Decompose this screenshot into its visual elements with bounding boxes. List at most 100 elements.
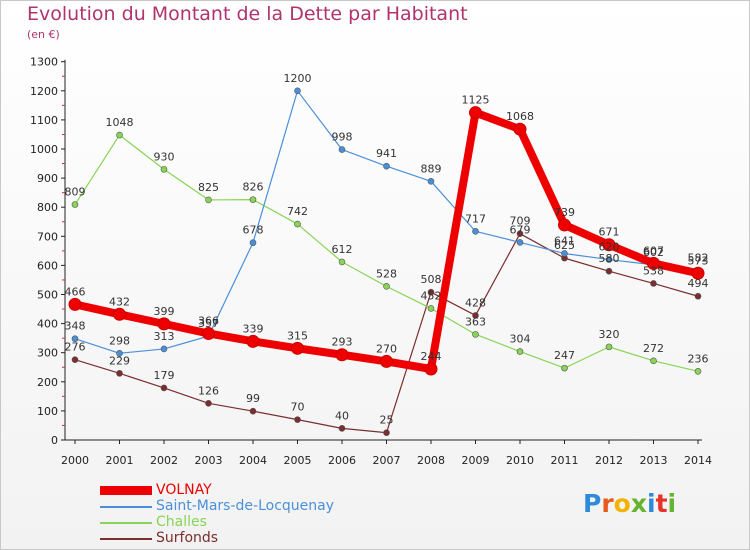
data-label-volnay: 671 [599, 226, 620, 239]
x-tick-label: 2014 [684, 454, 712, 467]
data-label-challes: 528 [376, 267, 397, 280]
data-label-challes: 826 [243, 181, 264, 194]
data-point-challes [338, 258, 346, 266]
data-label-volnay: 466 [65, 285, 86, 298]
x-tick-label: 2008 [417, 454, 445, 467]
data-point-challes [249, 196, 257, 203]
data-point-challes [294, 220, 301, 228]
data-label-surfonds: 538 [643, 264, 664, 277]
x-tick-label: 2012 [595, 454, 623, 467]
data-point-saint-mars-de-locquenay [605, 256, 613, 263]
data-point-surfonds [427, 288, 435, 296]
data-label-challes: 809 [65, 186, 86, 199]
data-point-saint-mars-de-locquenay [338, 146, 346, 153]
data-label-challes: 825 [198, 181, 219, 194]
data-point-volnay [68, 297, 82, 311]
data-label-surfonds: 276 [65, 341, 86, 354]
legend-label-surfonds: Surfonds [156, 530, 219, 546]
data-label-saint-mars-de-locquenay: 602 [643, 246, 664, 259]
y-tick-label: 1300 [30, 56, 58, 69]
data-label-saint-mars-de-locquenay: 679 [510, 223, 531, 236]
data-label-surfonds: 40 [335, 409, 349, 422]
data-point-volnay [602, 238, 616, 252]
data-label-saint-mars-de-locquenay: 620 [599, 241, 620, 254]
data-label-challes: 304 [510, 333, 531, 346]
legend-label-challes: Challes [156, 514, 207, 530]
data-point-challes [427, 305, 435, 312]
x-tick-label: 2006 [328, 454, 356, 467]
data-label-saint-mars-de-locquenay: 889 [421, 162, 442, 175]
legend-swatch-volnay [100, 486, 152, 495]
data-point-surfonds [472, 312, 479, 319]
data-point-challes [116, 131, 123, 139]
data-point-volnay [469, 106, 482, 120]
data-label-surfonds: 25 [380, 414, 394, 427]
data-point-saint-mars-de-locquenay [116, 349, 123, 357]
data-point-challes [71, 201, 79, 208]
logo-letter: i [667, 489, 677, 518]
data-label-volnay: 399 [154, 305, 175, 318]
y-tick-label: 800 [37, 201, 58, 214]
data-label-challes: 452 [421, 289, 442, 302]
data-label-saint-mars-de-locquenay: 998 [332, 131, 353, 144]
data-label-volnay: 244 [421, 350, 442, 363]
data-point-saint-mars-de-locquenay [472, 228, 479, 235]
y-tick-label: 500 [37, 289, 58, 302]
data-point-saint-mars-de-locquenay [516, 239, 524, 246]
data-point-surfonds [71, 356, 79, 363]
logo-letter: P [583, 489, 602, 518]
data-label-saint-mars-de-locquenay: 678 [243, 224, 264, 237]
data-point-volnay [335, 348, 349, 362]
data-point-saint-mars-de-locquenay [427, 178, 435, 185]
data-point-volnay [513, 122, 527, 136]
data-point-volnay [157, 317, 171, 331]
data-label-challes: 320 [599, 328, 620, 341]
data-label-surfonds: 99 [246, 392, 260, 405]
data-point-surfonds [160, 384, 168, 392]
x-tick-label: 2010 [506, 454, 534, 467]
data-label-challes: 1048 [106, 116, 134, 129]
y-tick-label: 700 [37, 230, 58, 243]
x-tick-label: 2007 [373, 454, 401, 467]
data-point-challes [561, 364, 568, 372]
y-tick-label: 1000 [30, 143, 58, 156]
data-label-saint-mars-de-locquenay: 1200 [284, 72, 312, 85]
data-point-volnay [647, 256, 660, 270]
data-label-surfonds: 494 [688, 277, 709, 290]
data-point-volnay [380, 354, 393, 368]
data-point-saint-mars-de-locquenay [383, 162, 390, 170]
data-point-volnay [113, 307, 126, 321]
data-point-volnay [691, 266, 705, 280]
x-tick-label: 2005 [284, 454, 312, 467]
data-label-saint-mars-de-locquenay: 348 [65, 320, 86, 333]
data-label-surfonds: 709 [510, 215, 531, 228]
data-label-surfonds: 508 [421, 273, 442, 286]
data-label-challes: 363 [465, 315, 486, 328]
data-point-surfonds [516, 230, 524, 237]
legend-label-volnay: VOLNAY [156, 482, 212, 498]
data-point-saint-mars-de-locquenay [71, 335, 79, 343]
data-label-surfonds: 70 [291, 401, 305, 414]
data-point-surfonds [116, 370, 123, 377]
data-point-surfonds [650, 280, 657, 287]
y-tick-label: 100 [37, 405, 58, 418]
legend-swatch-saint-mars [100, 506, 152, 508]
y-tick-label: 300 [37, 347, 58, 360]
data-label-challes: 742 [287, 205, 308, 218]
data-point-surfonds [249, 407, 257, 415]
data-point-surfonds [294, 416, 301, 423]
x-tick-label: 2013 [640, 454, 668, 467]
data-label-surfonds: 428 [465, 296, 486, 309]
data-label-saint-mars-de-locquenay: 941 [376, 147, 397, 160]
data-point-challes [605, 343, 613, 351]
data-label-volnay: 270 [376, 342, 397, 355]
data-label-volnay: 339 [243, 322, 264, 335]
data-label-volnay: 293 [332, 336, 353, 349]
y-tick-label: 600 [37, 259, 58, 272]
logo-letter: o [613, 489, 631, 518]
data-label-volnay: 315 [287, 329, 308, 342]
data-label-challes: 247 [554, 349, 575, 362]
legend-label-saint-mars: Saint-Mars-de-Locquenay [156, 498, 335, 514]
data-label-surfonds: 126 [198, 384, 219, 397]
